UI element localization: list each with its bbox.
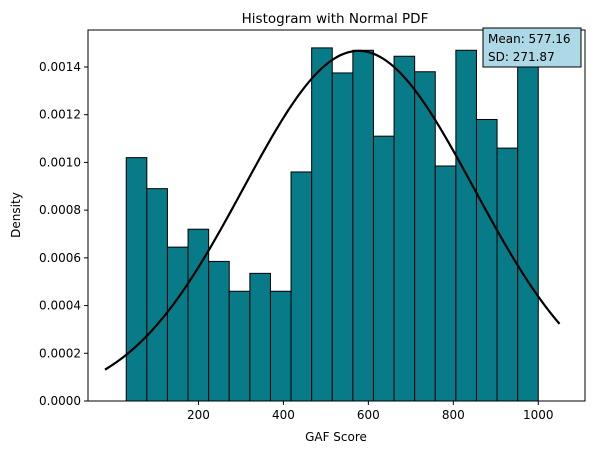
histogram-bar-17 (455, 49, 477, 402)
stats-box: Mean: 577.16 SD: 271.87 (482, 27, 582, 68)
y-tick-label: 0.0008 (39, 203, 81, 217)
x-tick-label: 200 (187, 408, 210, 422)
x-tick-label: 1000 (523, 408, 554, 422)
stats-box-background (482, 27, 582, 68)
histogram-bar-2 (146, 188, 168, 402)
stats-sd-text: SD: 271.87 (488, 50, 555, 64)
x-axis-label: GAF Score (305, 430, 367, 444)
y-tick-label: 0.0006 (39, 251, 81, 265)
y-axis-ticks: 0.0000 0.0002 0.0004 0.0006 0.0008 0.0010 0.00… (39, 60, 88, 408)
chart-title: Histogram with Normal PDF (242, 11, 429, 27)
x-tick-label: 400 (272, 408, 295, 422)
y-tick-label: 0.0014 (39, 60, 81, 74)
histogram-bar-7 (249, 272, 271, 402)
y-tick-label: 0.0004 (39, 299, 81, 313)
histogram-bar-10 (311, 47, 333, 402)
y-tick-label: 0.0002 (39, 346, 81, 360)
normal-pdf-layer (104, 49, 561, 371)
histogram-bar-15 (414, 71, 436, 402)
x-axis-ticks: 200 400 600 800 1000 (187, 401, 554, 422)
histogram-bar-6 (228, 290, 251, 402)
y-tick-label: 0.0000 (39, 394, 81, 408)
histogram-bar-19 (496, 147, 519, 402)
histogram-bar-1 (125, 157, 148, 402)
histogram-bar-18 (475, 118, 498, 402)
stats-mean-text: Mean: 577.16 (488, 32, 571, 46)
plot-frame (87, 29, 586, 402)
y-tick-label: 0.0010 (39, 155, 81, 169)
histogram-bar-20 (517, 54, 539, 402)
histogram-bar-12 (352, 49, 374, 402)
histogram-bar-16 (434, 165, 457, 402)
histogram-bar-11 (331, 72, 354, 402)
histogram-bar-3 (166, 246, 189, 402)
y-tick-label: 0.0012 (39, 108, 81, 122)
histogram-bar-14 (393, 55, 416, 402)
x-tick-label: 600 (357, 408, 380, 422)
histogram-bar-5 (208, 260, 230, 402)
x-tick-label: 800 (442, 408, 465, 422)
histogram-bar-13 (372, 135, 395, 402)
histogram-bar-8 (269, 290, 292, 402)
y-axis-label: Density (9, 192, 23, 238)
normal-pdf-curve (104, 49, 561, 371)
histogram-bar-9 (290, 171, 313, 402)
histogram-bars (125, 47, 539, 402)
